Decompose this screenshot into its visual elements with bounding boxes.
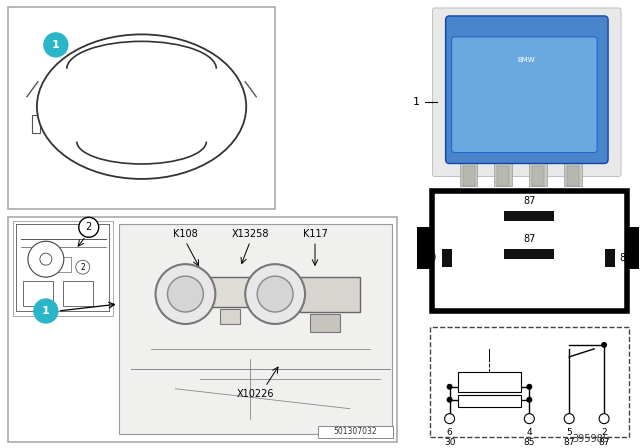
Text: 85: 85 <box>619 253 632 263</box>
Ellipse shape <box>37 34 246 179</box>
FancyBboxPatch shape <box>433 8 621 177</box>
Circle shape <box>28 241 64 277</box>
Text: 4: 4 <box>527 428 532 437</box>
Bar <box>463 167 474 186</box>
Text: 1: 1 <box>52 40 60 50</box>
Bar <box>51 257 71 272</box>
Bar <box>458 372 522 392</box>
Text: BMW: BMW <box>518 57 535 63</box>
Bar <box>532 167 544 186</box>
Text: 85: 85 <box>524 438 535 447</box>
Text: X13258: X13258 <box>232 229 269 239</box>
Circle shape <box>76 260 90 274</box>
Bar <box>529 156 547 186</box>
Bar <box>442 249 452 267</box>
Circle shape <box>245 264 305 324</box>
Text: 87: 87 <box>523 196 536 207</box>
Circle shape <box>599 414 609 424</box>
Circle shape <box>79 217 99 237</box>
Bar <box>564 156 582 186</box>
Bar <box>8 7 275 209</box>
Circle shape <box>445 414 454 424</box>
Bar <box>63 281 93 306</box>
Bar <box>23 281 53 306</box>
Bar <box>310 314 340 332</box>
Text: K117: K117 <box>303 229 328 239</box>
Bar <box>32 115 40 133</box>
Text: 2: 2 <box>86 222 92 232</box>
Bar <box>431 191 627 311</box>
Bar <box>504 211 554 221</box>
Bar <box>567 167 579 186</box>
Bar <box>429 327 629 437</box>
Circle shape <box>564 414 574 424</box>
Bar <box>118 224 392 434</box>
Circle shape <box>447 384 452 390</box>
Bar <box>13 221 113 316</box>
Circle shape <box>601 342 607 348</box>
Circle shape <box>526 397 532 403</box>
Circle shape <box>40 253 52 265</box>
Circle shape <box>156 264 215 324</box>
Text: 5: 5 <box>566 428 572 437</box>
Text: 2: 2 <box>81 263 85 271</box>
Text: 395985: 395985 <box>572 434 609 444</box>
Bar <box>504 249 554 259</box>
Text: K108: K108 <box>173 229 198 239</box>
Text: 30: 30 <box>444 438 455 447</box>
Circle shape <box>526 384 532 390</box>
Text: 501307032: 501307032 <box>333 427 377 436</box>
Circle shape <box>44 33 68 57</box>
Text: 1: 1 <box>42 306 50 316</box>
Bar <box>497 167 509 186</box>
Text: 1: 1 <box>413 97 420 107</box>
Text: 2: 2 <box>602 428 607 437</box>
Bar <box>417 227 431 269</box>
Circle shape <box>34 299 58 323</box>
Circle shape <box>257 276 293 312</box>
Bar <box>605 249 615 267</box>
Text: 87: 87 <box>563 438 575 447</box>
Bar <box>495 156 513 186</box>
Text: 30: 30 <box>424 253 436 263</box>
Text: 87: 87 <box>523 234 536 244</box>
FancyBboxPatch shape <box>452 37 597 152</box>
Circle shape <box>447 397 452 403</box>
Bar <box>458 395 522 407</box>
Circle shape <box>524 414 534 424</box>
Text: 87: 87 <box>598 438 610 447</box>
Bar <box>211 277 252 307</box>
Bar <box>465 40 579 80</box>
Text: X10226: X10226 <box>236 389 274 399</box>
Bar <box>8 217 397 442</box>
Bar <box>318 426 393 438</box>
Bar <box>460 156 477 186</box>
Text: 6: 6 <box>447 428 452 437</box>
FancyBboxPatch shape <box>445 16 608 164</box>
Bar <box>627 227 640 269</box>
Bar <box>300 277 360 312</box>
Bar <box>220 309 240 324</box>
Circle shape <box>168 276 204 312</box>
